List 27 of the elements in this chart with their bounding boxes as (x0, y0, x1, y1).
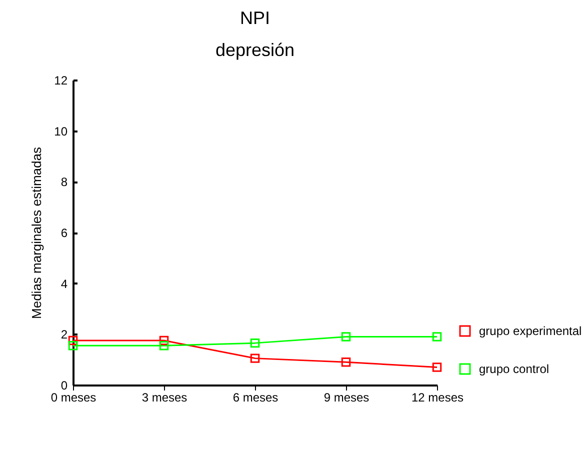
legend-label: grupo control (479, 362, 550, 376)
chart-title: NPI (240, 8, 270, 28)
point (68, 340, 78, 350)
y-tick-label: 0 (60, 378, 68, 392)
x-tick-label: 3 meses (142, 390, 188, 404)
point (341, 332, 351, 342)
point (159, 340, 169, 350)
y-tick-label: 12 (54, 74, 68, 88)
x-tick-label: 12 meses (411, 390, 464, 404)
y-tick-label: 8 (60, 175, 68, 190)
point (250, 338, 260, 348)
legend-label: grupo experimental (479, 324, 582, 338)
y-tick-label: 6 (60, 226, 68, 240)
point (68, 336, 78, 346)
x-tick-label: 0 meses (50, 390, 96, 404)
y-tick-label: 10 (54, 124, 68, 138)
point (432, 362, 442, 372)
y-tick-label: 4 (60, 276, 68, 291)
point (341, 358, 351, 367)
point (159, 336, 169, 346)
y-axis-title: Medias marginales estimadas (29, 146, 44, 319)
x-tick-label: 6 meses (232, 390, 278, 404)
point (432, 332, 442, 342)
x-tick-label: 9 meses (324, 390, 370, 404)
chart-subtitle: depresión (215, 40, 295, 60)
point (250, 354, 260, 363)
y-tick-label: 2 (60, 328, 68, 342)
